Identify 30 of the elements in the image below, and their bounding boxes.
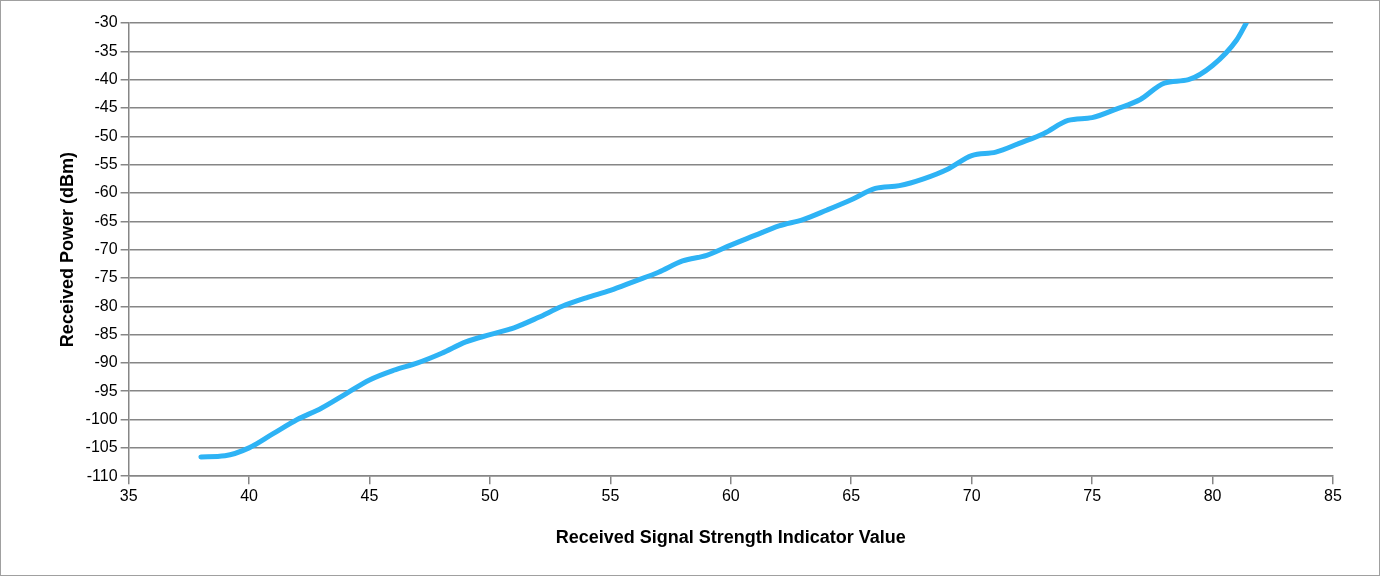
x-axis-title: Received Signal Strength Indicator Value	[555, 527, 906, 548]
y-tick-label: -80	[94, 296, 118, 314]
y-tick-label: -35	[94, 41, 118, 59]
y-tick-label: -110	[86, 466, 118, 484]
y-tick-label: -85	[94, 324, 118, 342]
y-tick-label: -70	[94, 240, 118, 258]
y-tick-label: -50	[94, 126, 118, 144]
y-tick-label: -30	[94, 13, 118, 31]
y-tick-label: -90	[94, 353, 118, 371]
x-tick-label: 45	[360, 487, 379, 505]
y-tick-label: -105	[85, 438, 118, 456]
y-axis-title: Received Power (dBm)	[56, 152, 77, 348]
y-tick-label: -45	[94, 98, 118, 116]
y-tick-label: -65	[94, 211, 118, 229]
y-tick-label: -100	[85, 409, 118, 427]
x-tick-label: 85	[1324, 487, 1342, 505]
x-tick-label: 70	[962, 487, 981, 505]
y-tick-label: -95	[94, 381, 118, 399]
x-tick-label: 80	[1203, 487, 1222, 505]
x-tick-label: 55	[601, 487, 620, 505]
x-tick-label: 75	[1083, 487, 1102, 505]
x-tick-label: 65	[842, 487, 861, 505]
x-tick-label: 50	[481, 487, 499, 505]
x-tick-label: 35	[119, 487, 138, 505]
y-tick-label: -55	[94, 155, 118, 173]
x-tick-label: 60	[721, 487, 740, 505]
y-tick-label: -75	[94, 268, 118, 286]
x-tick-label: 40	[240, 487, 259, 505]
y-tick-label: -60	[94, 183, 118, 201]
y-tick-label: -40	[94, 70, 118, 88]
